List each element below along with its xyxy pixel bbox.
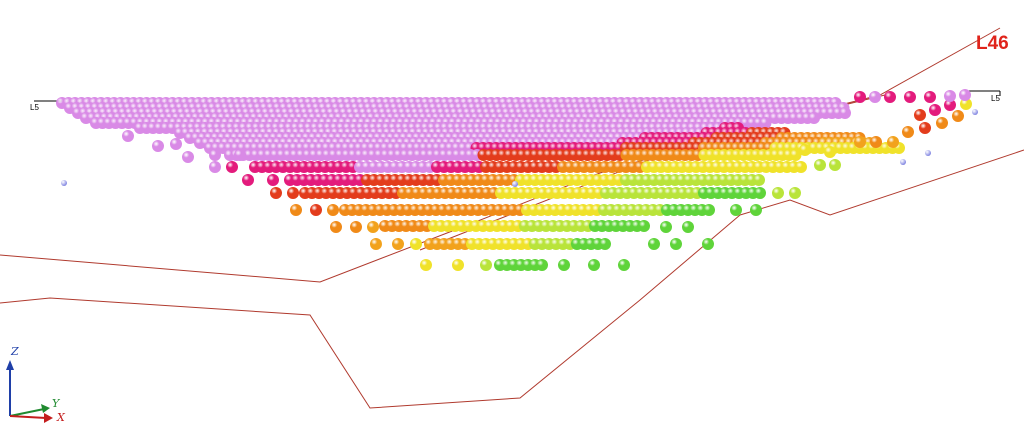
block-sphere (884, 91, 896, 103)
block-sphere (290, 204, 302, 216)
block-sphere (209, 161, 221, 173)
block-sphere (772, 187, 784, 199)
block-sphere (367, 221, 379, 233)
block-sphere (887, 136, 899, 148)
block-sphere (789, 187, 801, 199)
block-sphere (944, 90, 956, 102)
block-sphere (122, 130, 134, 142)
block-sphere (750, 204, 762, 216)
block-sphere (730, 204, 742, 216)
block-sphere (829, 159, 841, 171)
block-sphere (270, 187, 282, 199)
block-sphere (152, 140, 164, 152)
block-sphere (944, 99, 956, 111)
stray-sample-point (972, 109, 978, 115)
axis-label-y: Y (52, 397, 60, 410)
block-sphere (870, 136, 882, 148)
block-sphere (234, 149, 246, 161)
block-sphere (618, 259, 630, 271)
axis-y-arrow (41, 404, 50, 413)
block-sphere (536, 259, 548, 271)
level-label-left: L5 (30, 103, 39, 112)
block-sphere (754, 187, 766, 199)
stray-sample-point (512, 181, 518, 187)
block-model-spheres (56, 89, 978, 271)
block-sphere (350, 221, 362, 233)
block-sphere (924, 91, 936, 103)
block-sphere (267, 174, 279, 186)
section-label: L46 (976, 33, 1009, 54)
block-sphere (660, 221, 672, 233)
block-sphere (702, 238, 714, 250)
block-sphere (919, 122, 931, 134)
pit-floor-line (0, 214, 741, 409)
block-sphere (370, 238, 382, 250)
block-sphere (420, 259, 432, 271)
block-sphere (808, 112, 820, 124)
stray-sample-point (925, 150, 931, 156)
section-outline-layer (0, 27, 1024, 409)
block-sphere (558, 259, 570, 271)
block-sphere (648, 238, 660, 250)
axis-label-z: Z (11, 345, 19, 358)
axis-x-line (9, 415, 47, 419)
block-sphere (287, 187, 299, 199)
block-sphere (799, 144, 811, 156)
block-sphere (327, 204, 339, 216)
level-label-right: L5 (991, 94, 1000, 103)
axis-label-x: X (57, 411, 65, 424)
axis-triad (6, 360, 53, 423)
axis-z-arrow (6, 360, 14, 370)
block-sphere (480, 259, 492, 271)
block-sphere (936, 117, 948, 129)
axis-y-line (9, 408, 45, 417)
block-sphere (226, 161, 238, 173)
block-sphere (753, 174, 765, 186)
block-sphere (310, 204, 322, 216)
block-sphere (839, 107, 851, 119)
axis-x-arrow (44, 413, 53, 423)
block-sphere (330, 221, 342, 233)
block-sphere (789, 149, 802, 161)
block-sphere (959, 89, 971, 101)
block-sphere (452, 259, 464, 271)
block-sphere (599, 238, 611, 250)
block-sphere (638, 220, 650, 232)
block-sphere (682, 221, 694, 233)
block-sphere (209, 149, 221, 161)
block-sphere (795, 161, 807, 173)
block-sphere (904, 91, 916, 103)
block-sphere (869, 91, 881, 103)
block-sphere (242, 174, 254, 186)
block-sphere (392, 238, 404, 250)
block-sphere (588, 259, 600, 271)
block-sphere (914, 109, 926, 121)
block-sphere (410, 238, 422, 250)
block-sphere (902, 126, 914, 138)
block-sphere (952, 110, 964, 122)
stray-sample-point (61, 180, 67, 186)
pit-surface-line (739, 149, 1024, 216)
stray-sample-point (900, 159, 906, 165)
block-sphere (814, 159, 826, 171)
block-sphere (670, 238, 682, 250)
block-sphere (703, 204, 715, 216)
block-sphere (170, 138, 182, 150)
block-sphere (960, 98, 972, 110)
block-sphere (854, 91, 866, 103)
block-sphere (929, 104, 941, 116)
block-sphere (824, 146, 836, 158)
block-sphere (759, 117, 772, 129)
block-sphere (854, 136, 866, 148)
block-sphere (182, 151, 194, 163)
